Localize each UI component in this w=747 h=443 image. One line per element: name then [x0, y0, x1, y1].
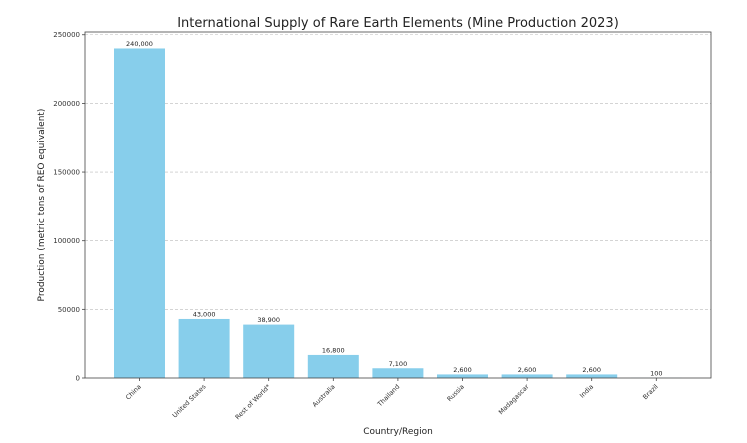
x-tick-label: Rest of World* — [234, 382, 273, 421]
data-label: 100 — [650, 369, 662, 377]
x-tick-label: China — [124, 383, 143, 402]
data-label: 7,100 — [389, 360, 408, 368]
data-label: 16,800 — [322, 346, 345, 354]
data-label: 2,600 — [582, 366, 601, 374]
data-label: 43,000 — [193, 310, 216, 318]
x-tick-label: Brazil — [641, 383, 660, 402]
data-label: 240,000 — [126, 40, 153, 48]
chart-title: International Supply of Rare Earth Eleme… — [177, 16, 619, 31]
x-tick-label: Madagascar — [497, 383, 531, 417]
y-tick-label: 0 — [76, 375, 80, 383]
data-label: 38,900 — [257, 316, 280, 324]
bar — [502, 374, 553, 378]
bar — [179, 319, 230, 378]
y-tick-label: 200000 — [53, 100, 80, 108]
data-label: 2,600 — [453, 366, 472, 374]
y-tick-label: 250000 — [53, 31, 80, 39]
x-axis-label: Country/Region — [363, 427, 433, 437]
x-ticks: China United States Rest of World* Australi… — [124, 378, 660, 421]
y-ticks: 0 50000 100000 150000 200000 250000 — [53, 31, 85, 382]
y-tick-label: 100000 — [53, 237, 80, 245]
x-tick-label: United States — [171, 382, 208, 419]
y-tick-label: 50000 — [58, 306, 80, 314]
bar — [372, 368, 423, 378]
bar — [308, 355, 359, 378]
x-tick-label: India — [578, 383, 595, 400]
bar — [566, 374, 617, 378]
x-tick-label: Thailand — [375, 383, 401, 409]
x-tick-label: Australia — [311, 383, 337, 409]
bars — [114, 48, 682, 378]
gridlines — [85, 35, 711, 310]
y-axis-label: Production (metric tons of REO equivalen… — [37, 109, 47, 302]
x-tick-label: Russia — [445, 383, 465, 403]
bar — [243, 325, 294, 378]
data-label: 2,600 — [518, 366, 537, 374]
y-tick-label: 150000 — [53, 169, 80, 177]
bar — [437, 374, 488, 378]
bar — [114, 48, 165, 378]
